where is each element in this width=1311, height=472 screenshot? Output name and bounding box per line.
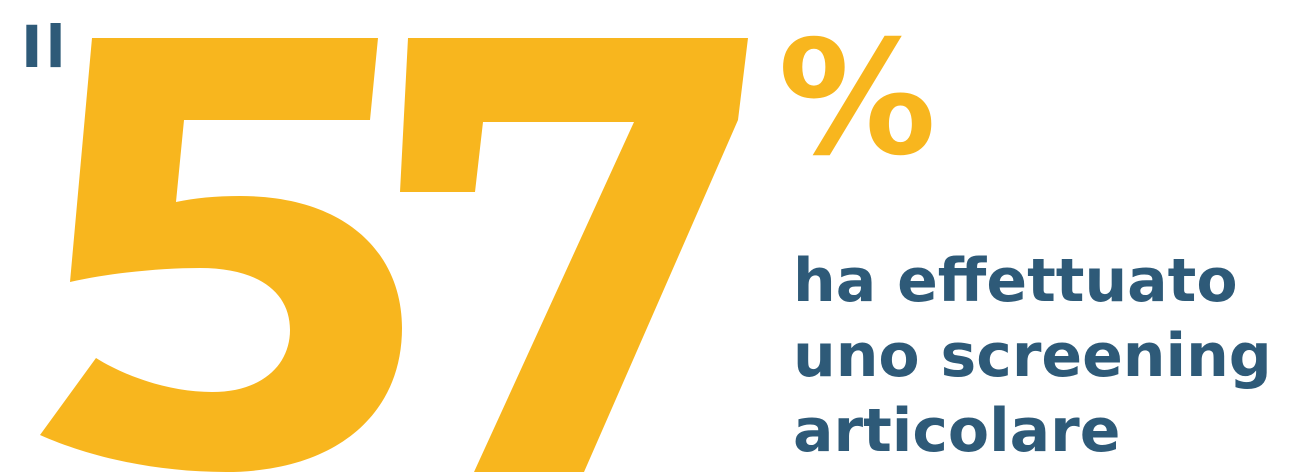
description-line-3: articolare <box>793 396 1121 466</box>
description-line-1: ha effettuato <box>793 246 1238 316</box>
stat-description: ha effettuato uno screening articolare <box>793 244 1272 469</box>
digit-7-shape <box>400 38 748 472</box>
digit-5-shape <box>40 38 402 472</box>
stat-prefix: Il <box>21 13 69 81</box>
percent-sign: % <box>778 7 937 191</box>
description-line-2: uno screening <box>793 321 1272 391</box>
